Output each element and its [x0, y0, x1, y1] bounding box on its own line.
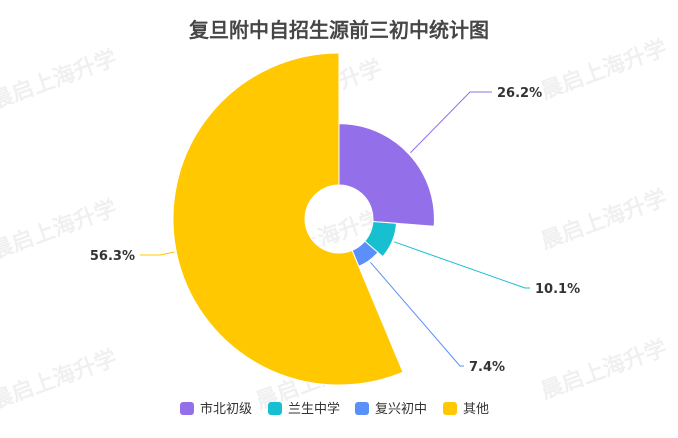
label-leader-line — [393, 241, 530, 289]
legend-swatch — [180, 402, 194, 415]
watermark-text: 晨启上海升学 — [0, 45, 120, 115]
watermark-text: 晨启上海升学 — [537, 35, 670, 105]
legend-item[interactable]: 兰生中学 — [268, 401, 340, 417]
legend-label: 市北初级 — [200, 401, 252, 417]
legend-swatch — [443, 402, 457, 415]
chart-title: 复旦附中自招生源前三初中统计图 — [189, 18, 489, 42]
legend-item[interactable]: 复兴初中 — [355, 402, 427, 417]
pie-slices — [172, 52, 435, 386]
pie-slice[interactable] — [172, 52, 404, 386]
watermark-text: 晨启上海升学 — [0, 345, 120, 415]
legend-swatch — [355, 402, 369, 415]
label-leader-line — [140, 251, 175, 256]
watermark-text: 晨启上海升学 — [537, 185, 670, 255]
legend: 市北初级 兰生中学 复兴初中 其他 — [180, 401, 489, 417]
data-label: 26.2% — [497, 86, 542, 101]
label-leader-line — [410, 91, 492, 154]
label-leaders — [140, 91, 530, 367]
data-labels: 26.2% 10.1% 7.4% 56.3% — [90, 86, 580, 375]
legend-item[interactable]: 其他 — [443, 402, 489, 417]
watermark-text: 晨启上海升学 — [537, 335, 670, 405]
data-label: 7.4% — [469, 360, 505, 375]
legend-label: 兰生中学 — [288, 401, 340, 417]
data-label: 56.3% — [90, 249, 135, 264]
legend-item[interactable]: 市北初级 — [180, 401, 252, 417]
legend-label: 复兴初中 — [375, 402, 427, 417]
label-leader-line — [369, 261, 464, 367]
legend-label: 其他 — [463, 402, 489, 417]
legend-swatch — [268, 402, 282, 415]
data-label: 10.1% — [535, 282, 580, 297]
pie-slice[interactable] — [338, 123, 435, 227]
